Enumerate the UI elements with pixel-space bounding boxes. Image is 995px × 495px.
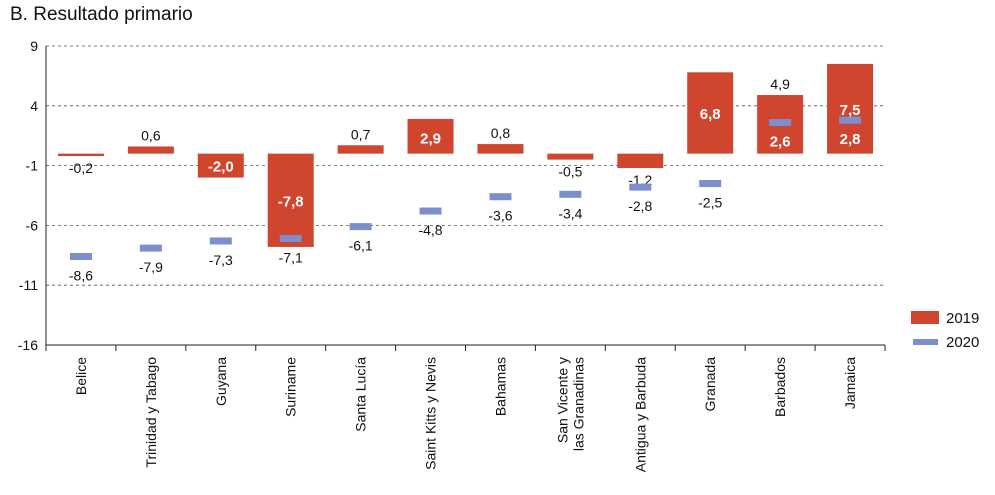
- bar-2019: [197, 153, 244, 178]
- marker-2020: [629, 183, 652, 191]
- marker-2020: [69, 252, 92, 260]
- data-label-2020: -7,9: [139, 259, 163, 275]
- category-label: Barbados: [772, 357, 788, 417]
- bar-2019: [407, 118, 454, 154]
- y-tick-label: -16: [18, 337, 38, 353]
- bar-2019: [57, 153, 104, 157]
- data-label-2019: 0,8: [491, 125, 511, 141]
- data-label-2020: -2,8: [628, 198, 652, 214]
- marker-2020: [839, 116, 862, 124]
- marker-2020: [489, 193, 512, 201]
- data-label-2020: -6,1: [349, 238, 373, 254]
- data-label-2019: -7,8: [278, 193, 304, 210]
- bar-2019: [267, 153, 314, 247]
- data-label-2020: 2,6: [770, 134, 791, 151]
- data-label-2020: -3,6: [488, 208, 512, 224]
- data-label-2020: 2,8: [840, 131, 861, 148]
- data-label-2020: -2,5: [698, 195, 722, 211]
- legend-label-2020: 2020: [946, 334, 979, 351]
- marker-2020: [349, 223, 372, 231]
- data-label-2020: -7,3: [209, 252, 233, 268]
- data-label-2019: -0,5: [558, 164, 582, 180]
- y-tick-label: -6: [26, 217, 39, 233]
- category-label: Santa Lucía: [353, 357, 369, 432]
- category-label: Saint Kitts y Nevis: [423, 357, 439, 470]
- legend-swatch-2019: [911, 311, 939, 324]
- legend-label-2019: 2019: [946, 310, 979, 327]
- data-label-2019: 4,9: [770, 76, 790, 92]
- data-label-2019: 2,9: [420, 130, 441, 147]
- marker-2020: [699, 180, 722, 188]
- bar-2019: [547, 153, 594, 160]
- bar-2019: [127, 146, 174, 154]
- y-tick-label: -11: [19, 277, 38, 293]
- category-label: Granada: [702, 357, 718, 412]
- marker-2020: [769, 119, 792, 127]
- category-label: Belice: [73, 357, 89, 395]
- data-label-2019: 6,8: [700, 106, 721, 123]
- bar-2019: [687, 72, 734, 154]
- marker-2020: [559, 190, 582, 198]
- data-label-2020: -3,4: [558, 205, 582, 221]
- marker-2020: [419, 207, 442, 215]
- data-label-2020: -8,6: [69, 267, 93, 283]
- y-tick-label: -1: [26, 158, 39, 174]
- y-tick-label: 9: [30, 38, 38, 54]
- legend-swatch-2020: [913, 339, 938, 345]
- bar-2019: [827, 63, 874, 154]
- category-label: Bahamas: [492, 357, 508, 416]
- category-label: Guyana: [213, 357, 229, 406]
- data-label-2019: -2,0: [208, 159, 234, 176]
- category-label: Suriname: [283, 357, 299, 417]
- bar-2019: [617, 153, 664, 168]
- data-label-2020: -4,8: [418, 222, 442, 238]
- chart-title: B. Resultado primario: [10, 4, 193, 25]
- marker-2020: [209, 237, 232, 245]
- marker-2020: [139, 244, 162, 252]
- bar-2019: [477, 144, 524, 154]
- category-label: San Vicente y: [554, 357, 570, 443]
- data-label-2020: -7,1: [279, 250, 303, 266]
- marker-2020: [279, 235, 302, 243]
- data-label-2019: 0,7: [351, 126, 371, 142]
- data-label-2019: -0,2: [69, 160, 93, 176]
- category-label: Trinidad y Tabago: [143, 357, 159, 468]
- bar-2019: [337, 145, 384, 154]
- category-label: las Granadinas: [570, 357, 586, 451]
- category-label: Antigua y Barbuda: [632, 357, 648, 472]
- category-label: Jamaica: [842, 357, 858, 409]
- data-label-2019: 7,5: [840, 102, 861, 119]
- data-label-2019: 0,6: [141, 127, 161, 143]
- y-tick-label: 4: [30, 98, 38, 114]
